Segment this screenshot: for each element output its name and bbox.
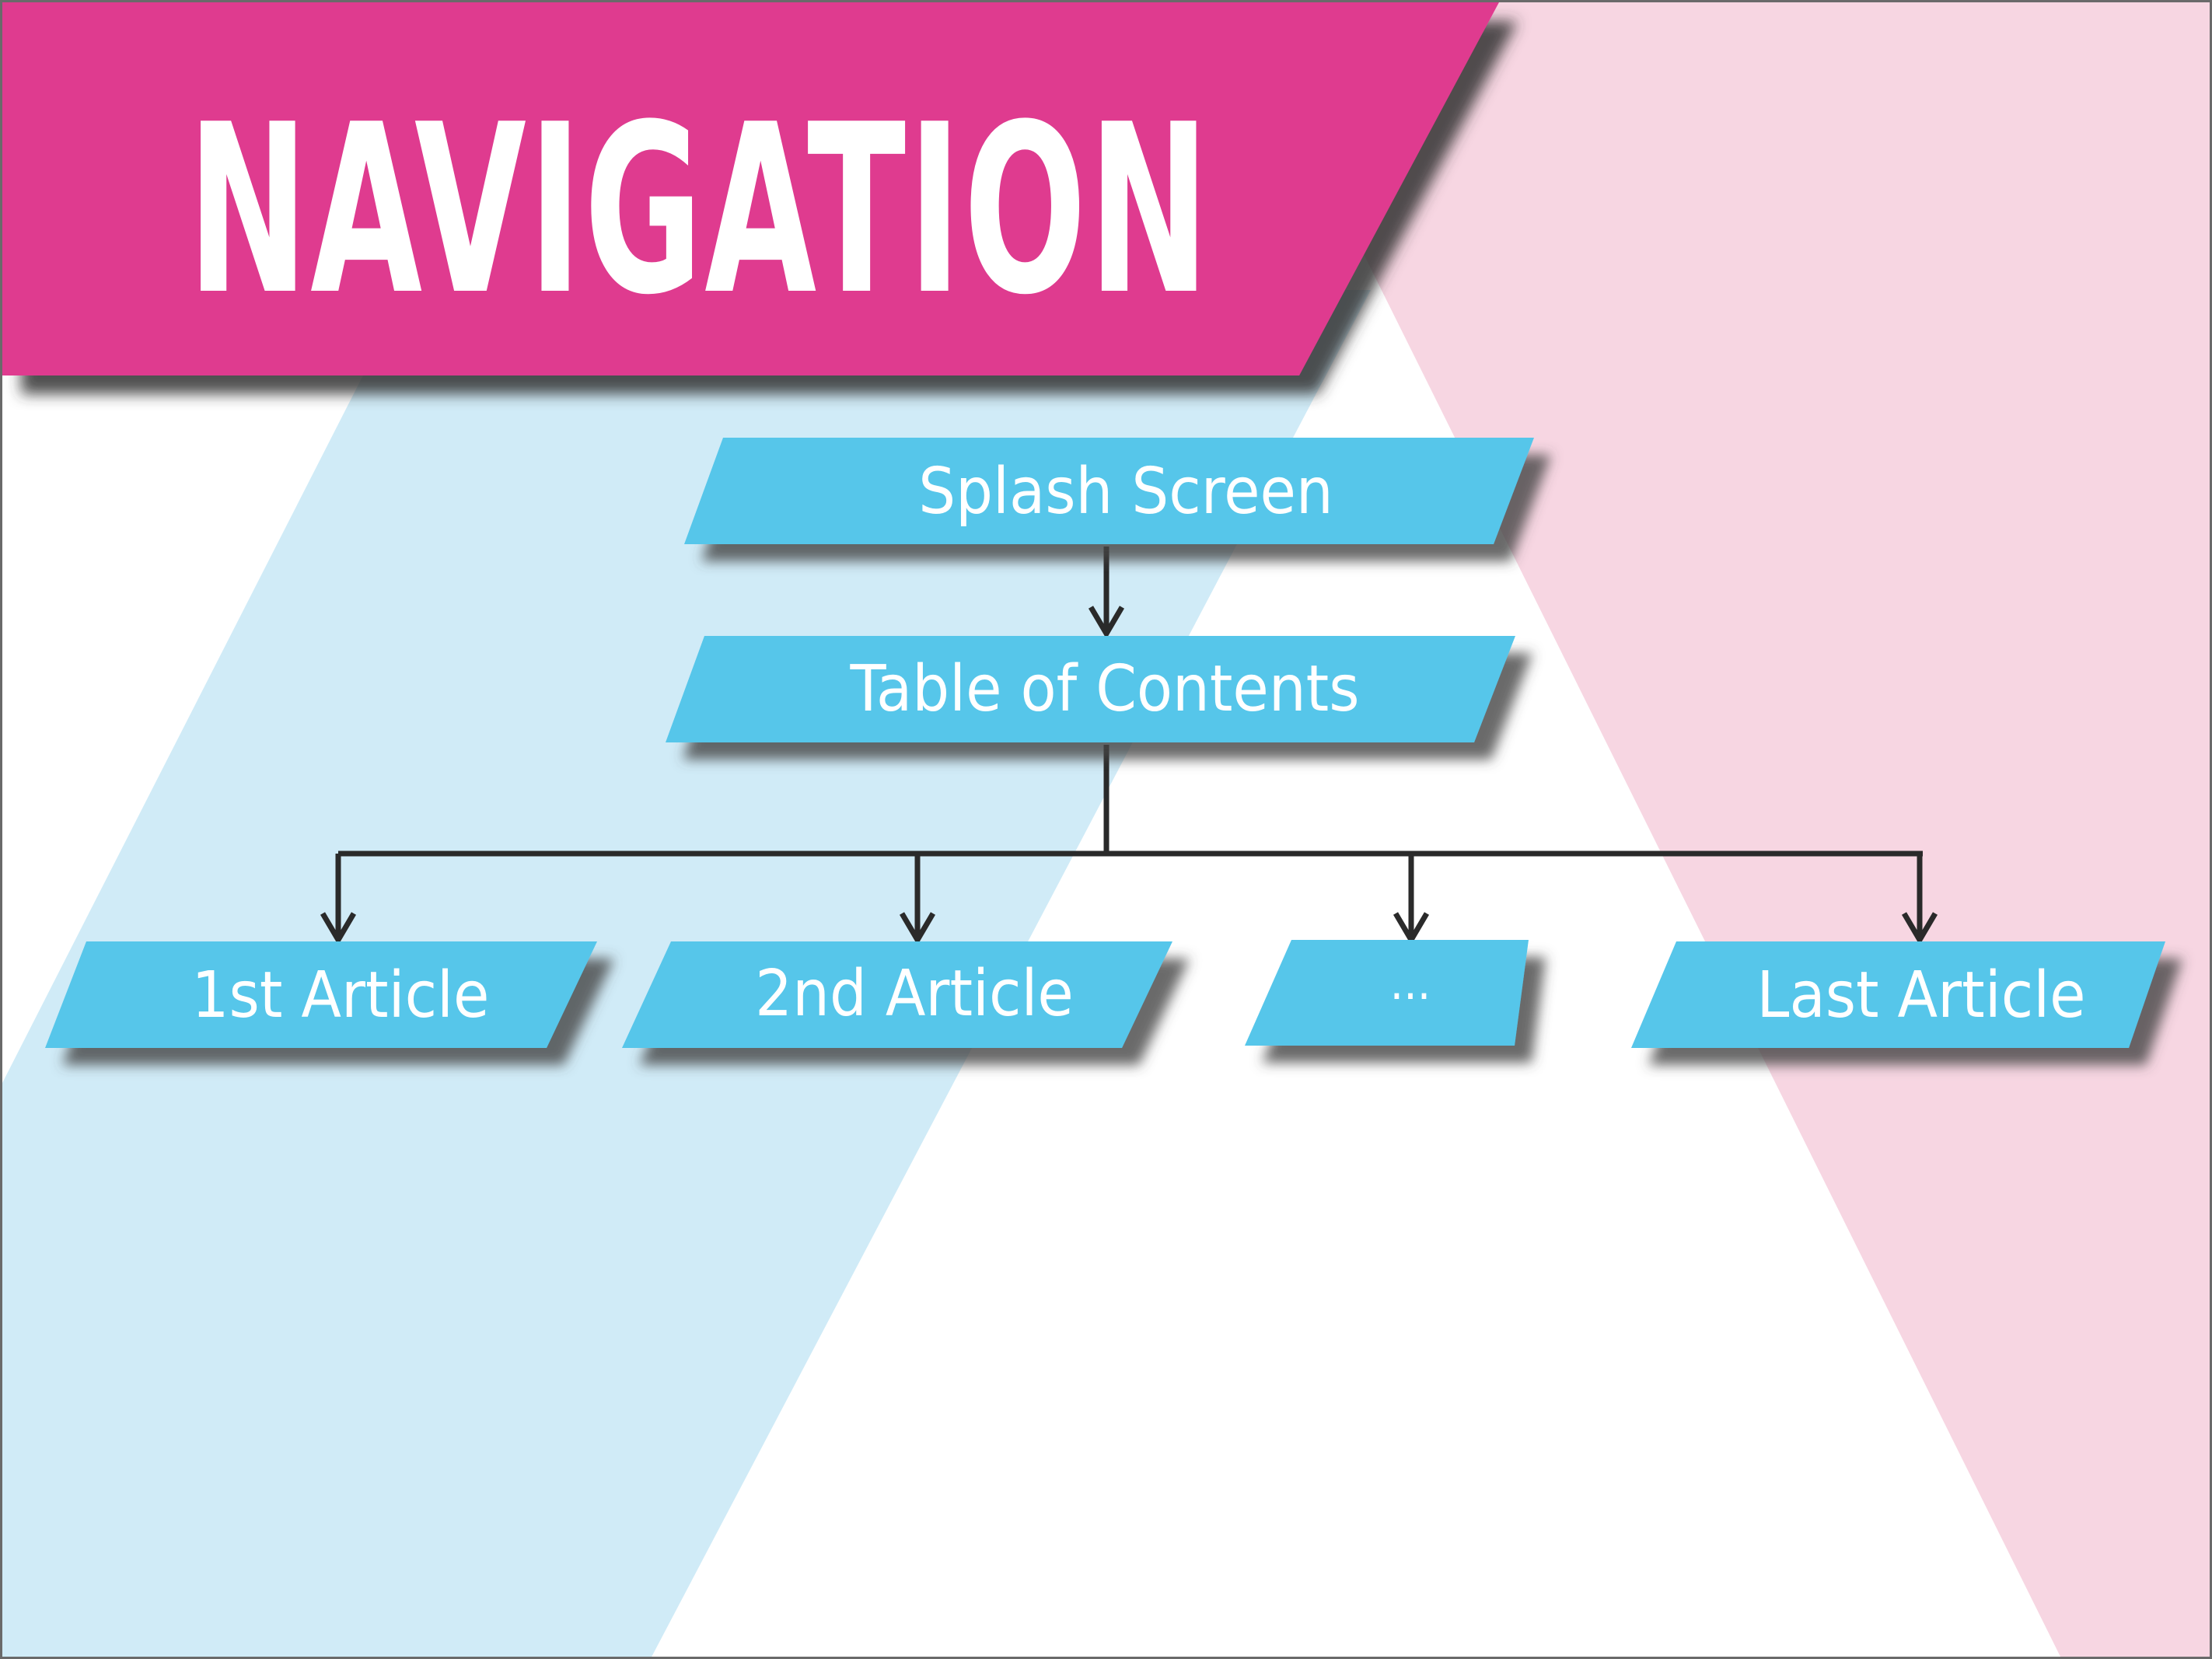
node-2nd-article: [622, 941, 1172, 1048]
node-ellipsis: [1245, 940, 1529, 1046]
title-banner: [2, 2, 1499, 375]
node-1st-article: [45, 941, 597, 1048]
page-title: NAVIGATION: [187, 75, 1211, 346]
pink-band: [1239, 2, 2210, 1657]
nodes: [45, 438, 2165, 1048]
node-label-1st-article: 1st Article: [191, 959, 490, 1032]
node-label-2nd-article: 2nd Article: [755, 957, 1074, 1031]
node-label-table-of-contents: Table of Contents: [850, 652, 1360, 726]
node-last-article: [1631, 941, 2165, 1048]
arrowhead-last: [1901, 912, 1938, 945]
arrowhead-article1: [320, 912, 357, 945]
arrowhead-article2: [899, 912, 936, 945]
node-label-ellipsis: ...: [1389, 956, 1431, 1011]
node-splash-screen: [684, 438, 1534, 544]
node-table-of-contents: [666, 636, 1515, 742]
node-label-splash-screen: Splash Screen: [918, 455, 1333, 529]
arrowhead-toc: [1088, 606, 1125, 639]
connectors: [320, 547, 1938, 945]
node-label-last-article: Last Article: [1756, 959, 2086, 1032]
